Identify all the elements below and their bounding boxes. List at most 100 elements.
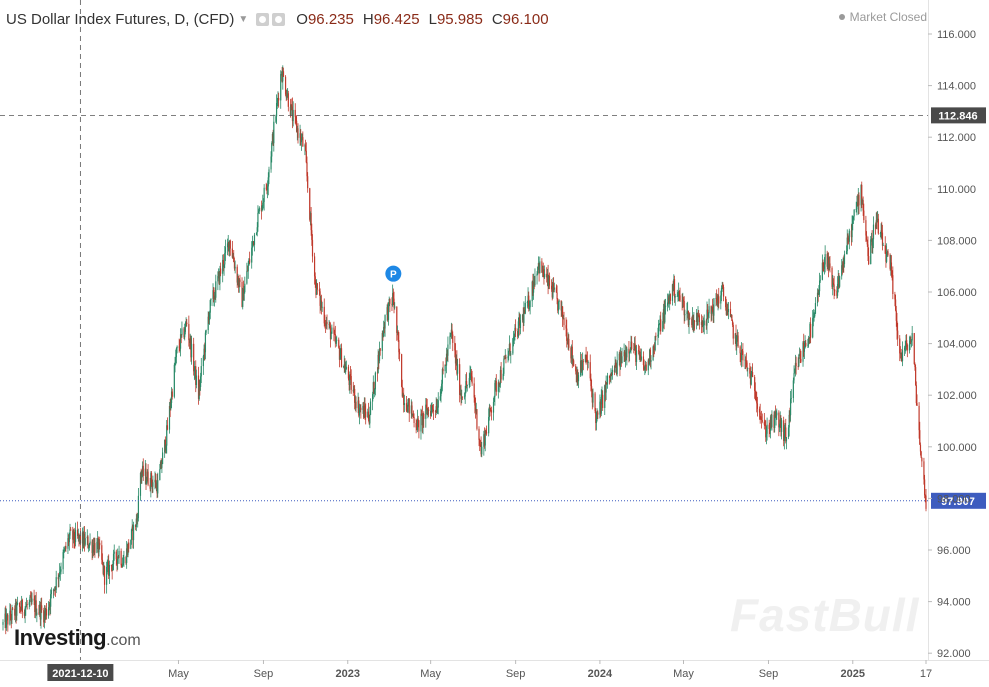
settings-icon[interactable] <box>256 12 270 26</box>
candle-body <box>379 348 381 351</box>
candle-body <box>57 577 59 580</box>
x-tick-label: 2024 <box>588 668 613 680</box>
candle-body <box>38 612 40 614</box>
candle-body <box>908 344 911 351</box>
candle-body <box>34 600 36 612</box>
candle-body <box>391 303 393 306</box>
candle-body <box>430 410 432 416</box>
candle-body <box>98 542 100 553</box>
candle-body <box>464 392 466 397</box>
candle-body <box>865 235 868 240</box>
candle-body <box>74 540 76 543</box>
candle-body <box>875 220 877 229</box>
candle-body <box>474 405 477 412</box>
candle-body <box>550 285 553 290</box>
candle-body <box>144 468 146 476</box>
candle-body <box>771 414 773 427</box>
candle-body <box>595 411 597 424</box>
watermark: FastBull <box>730 589 920 641</box>
candle-body <box>55 577 57 590</box>
candle-body <box>231 248 233 258</box>
candle-body <box>657 334 659 337</box>
candle-body <box>754 390 756 399</box>
candle-body <box>328 323 330 325</box>
candle-body <box>523 309 525 323</box>
candle-body <box>150 473 152 489</box>
y-tick-label: 96.000 <box>937 545 971 557</box>
candle-body <box>802 342 804 362</box>
chevron-down-icon[interactable]: ▼ <box>238 13 249 25</box>
candle-body <box>363 405 365 418</box>
candle-body <box>515 327 517 332</box>
candle-body <box>747 367 749 369</box>
candle-body <box>53 589 55 591</box>
candle-body <box>494 382 496 397</box>
candle-body <box>669 294 671 301</box>
candle-body <box>168 406 171 430</box>
candle-body <box>692 315 694 329</box>
candle-body <box>557 299 559 311</box>
close-value: 96.100 <box>502 10 549 28</box>
candle-body <box>739 346 741 354</box>
candle-body <box>717 296 719 306</box>
candle-body <box>775 415 777 418</box>
candle-body <box>563 317 565 326</box>
candle-body <box>136 518 138 520</box>
candle-body <box>452 334 454 343</box>
candle-body <box>600 397 602 414</box>
candle-body <box>677 295 679 297</box>
candle-body <box>174 364 176 365</box>
candle-body <box>34 600 37 612</box>
candle-body <box>471 376 473 384</box>
hide-icon[interactable] <box>272 12 286 26</box>
candle-body <box>469 373 471 379</box>
p-marker-icon[interactable] <box>385 265 402 282</box>
candle-body <box>456 364 459 374</box>
p-marker-label[interactable]: P <box>390 270 397 281</box>
candle-body <box>760 418 763 421</box>
candle-body <box>910 340 912 343</box>
candle-body <box>924 495 926 497</box>
candle-body <box>170 391 173 403</box>
candle-body <box>444 364 446 372</box>
market-status-label: Market Closed <box>849 10 927 24</box>
candle-body <box>393 298 395 308</box>
candle-body <box>10 617 12 620</box>
candle-body <box>544 273 546 278</box>
candle-body <box>812 316 814 319</box>
candle-body <box>881 232 884 246</box>
candle-body <box>186 322 188 325</box>
candle-body <box>362 405 364 410</box>
candle-body <box>40 605 42 620</box>
candle-body <box>191 343 193 358</box>
candle-body <box>841 265 843 277</box>
y-tick-label: 94.000 <box>937 597 971 609</box>
candle-body <box>756 400 758 404</box>
candle-body <box>437 400 439 408</box>
candle-body <box>374 372 376 390</box>
candle-body <box>382 333 384 337</box>
candle-body <box>89 541 91 544</box>
candle-body <box>649 349 651 365</box>
candle-body <box>238 279 240 288</box>
candle-body <box>895 299 897 311</box>
candle-body <box>456 358 458 374</box>
candle-body <box>179 334 182 349</box>
candle-body <box>470 372 473 377</box>
candle-body <box>776 412 778 416</box>
candle-body <box>290 104 292 116</box>
candle-body <box>822 262 824 268</box>
candle-body <box>847 237 849 241</box>
candle-body <box>291 104 293 107</box>
candle-body <box>652 346 654 360</box>
candle-body <box>309 188 311 220</box>
candle-body <box>329 323 331 326</box>
candle-body <box>161 452 164 465</box>
candle-body <box>924 479 926 496</box>
candle-body <box>427 409 429 415</box>
candle-body <box>359 407 361 410</box>
candle-body <box>553 283 555 290</box>
candle-body <box>896 320 898 331</box>
